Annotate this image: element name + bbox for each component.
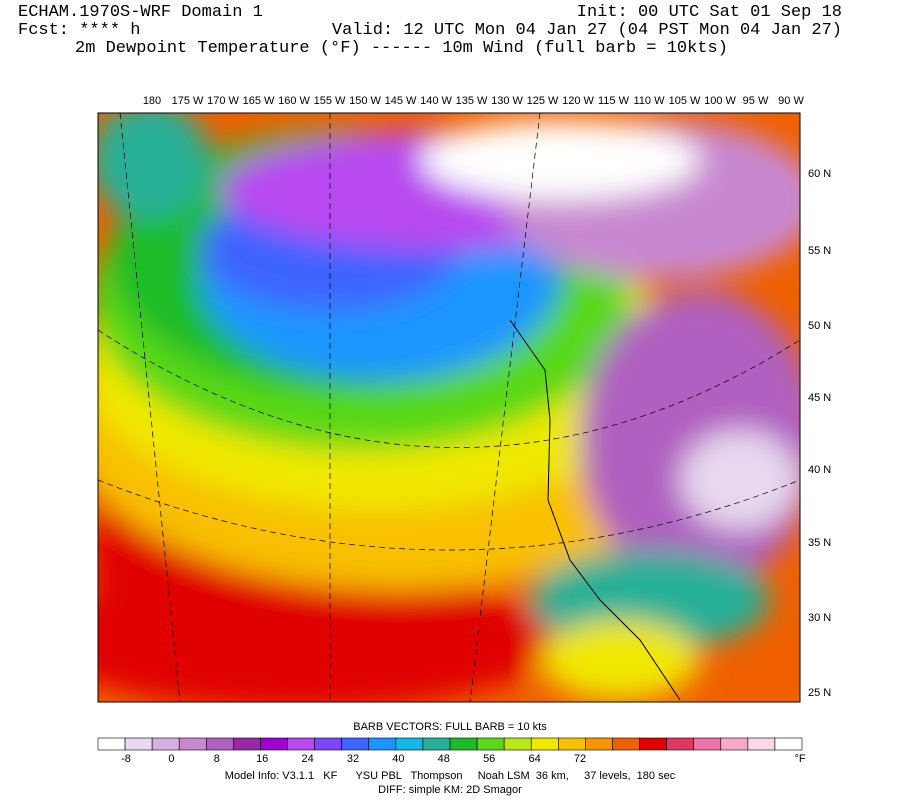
- color-box: [693, 737, 722, 751]
- color-box: [639, 737, 667, 751]
- color-box: [503, 737, 532, 751]
- color-box: [395, 737, 424, 751]
- lon-label: 150 W: [349, 95, 381, 107]
- legend-title: BARB VECTORS: FULL BARB = 10 kts: [353, 721, 547, 733]
- valid: Valid: 12 UTC Mon 04 Jan 27 (04 PST Mon …: [332, 21, 842, 40]
- field: [98, 113, 800, 702]
- fields: 2m Dewpoint Temperature (°F) ------ 10m …: [75, 39, 728, 58]
- color-label: 72: [574, 753, 586, 765]
- lat-label: 55 N: [808, 245, 831, 257]
- lon-label: 95 W: [743, 95, 769, 107]
- color-box: [612, 737, 640, 751]
- map: [98, 113, 800, 702]
- color-label: 0: [168, 753, 174, 765]
- color-box: [747, 737, 776, 751]
- lat-label: 60 N: [808, 168, 831, 180]
- lon-label: 135 W: [456, 95, 488, 107]
- lon-labels: 180 175 W 170 W 165 W 160 W 155 W 150 W 145 W 14…: [143, 95, 805, 107]
- lon-label: 170 W: [207, 95, 239, 107]
- color-box: [449, 737, 478, 751]
- color-box: [666, 737, 694, 751]
- lon-label: 115 W: [598, 95, 630, 107]
- graticule: [98, 113, 800, 702]
- lat-label: 45 N: [808, 392, 831, 404]
- color-box: [476, 737, 505, 751]
- color-box: [585, 737, 613, 751]
- color-box: [178, 737, 207, 751]
- color-label: -8: [121, 753, 131, 765]
- color-label: 24: [301, 753, 313, 765]
- color-box: [97, 737, 126, 751]
- lon-label: 155 W: [314, 95, 346, 107]
- color-box: [530, 737, 559, 751]
- color-label: 56: [483, 753, 495, 765]
- color-label: 32: [347, 753, 359, 765]
- lon-label: 160 W: [278, 95, 310, 107]
- lon-label: 130 W: [491, 95, 523, 107]
- color-box: [558, 737, 586, 751]
- color-box: [720, 737, 749, 751]
- forecast: Fcst: **** h: [18, 21, 140, 40]
- map-frame: [97, 112, 801, 703]
- lon-label: 145 W: [385, 95, 417, 107]
- color-box: [233, 737, 261, 751]
- lon-label: 105 W: [669, 95, 701, 107]
- lat-labels: 60 N 55 N 50 N 45 N 40 N 35 N 30 N 25 N: [808, 168, 831, 699]
- color-box: [124, 737, 153, 751]
- color-label: 8: [214, 753, 220, 765]
- color-box: [368, 737, 397, 751]
- color-label: 64: [528, 753, 540, 765]
- color-box: [260, 737, 288, 751]
- lon-label: 110 W: [634, 95, 666, 107]
- colorbar: -8 0 8 16 24 32 40 48 56 64 72 °F: [97, 737, 806, 765]
- color-box: [422, 737, 451, 751]
- lon-label: 165 W: [243, 95, 275, 107]
- lon-label: 90 W: [778, 95, 804, 107]
- color-box: [206, 737, 234, 751]
- lat-label: 40 N: [808, 464, 831, 476]
- diff-info: DIFF: simple KM: 2D Smagor: [378, 784, 522, 796]
- color-label: 40: [392, 753, 404, 765]
- model-info: Model Info: V3.1.1 KF YSU PBL Thompson N…: [225, 770, 676, 782]
- coastline: [509, 319, 681, 701]
- color-box: [774, 737, 803, 751]
- color-box: [341, 737, 370, 751]
- title: ECHAM.1970S-WRF Domain 1: [18, 3, 263, 22]
- lat-label: 25 N: [808, 687, 831, 699]
- color-label: 16: [256, 753, 268, 765]
- lon-label: 140 W: [420, 95, 452, 107]
- lon-label: 120 W: [562, 95, 594, 107]
- lat-label: 35 N: [808, 537, 831, 549]
- color-box: [151, 737, 180, 751]
- lon-label: 100 W: [704, 95, 736, 107]
- lat-label: 30 N: [808, 612, 831, 624]
- init: Init: 00 UTC Sat 01 Sep 18: [577, 3, 842, 22]
- unit-label: °F: [794, 753, 805, 765]
- color-label: 48: [438, 753, 450, 765]
- color-box: [287, 737, 315, 751]
- color-box: [314, 737, 342, 751]
- lon-label: 125 W: [527, 95, 559, 107]
- lon-label: 180: [143, 95, 161, 107]
- lon-label: 175 W: [172, 95, 204, 107]
- lat-label: 50 N: [808, 320, 831, 332]
